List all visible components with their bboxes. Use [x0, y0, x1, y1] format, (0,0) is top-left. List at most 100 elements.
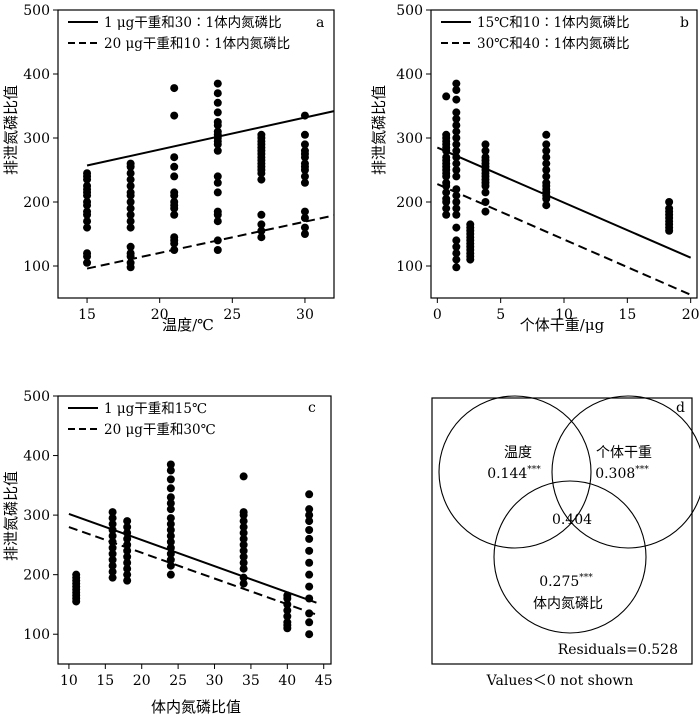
data-point: [665, 198, 674, 206]
data-point: [123, 576, 132, 585]
data-point: [542, 146, 551, 155]
x-tick-label: 25: [223, 307, 241, 323]
data-point: [300, 146, 309, 155]
data-point: [300, 159, 309, 168]
data-point: [108, 508, 117, 517]
data-point: [213, 188, 222, 197]
y-tick-label: 500: [23, 389, 50, 405]
data-point: [452, 121, 461, 130]
data-point: [452, 242, 461, 251]
data-point: [166, 484, 175, 493]
data-point: [300, 230, 309, 238]
data-point: [452, 140, 461, 149]
data-point: [166, 531, 175, 540]
data-point: [213, 207, 222, 216]
data-point: [257, 175, 266, 184]
x-tick-label: 10: [555, 307, 573, 323]
data-point: [542, 130, 551, 139]
data-point: [305, 526, 314, 534]
data-point: [108, 561, 117, 570]
data-point: [213, 172, 222, 181]
data-point: [166, 466, 175, 475]
data-point: [300, 214, 309, 222]
data-point: [170, 111, 179, 120]
legend-entry: 15℃和10∶1体内氮磷比: [477, 15, 630, 31]
data-point: [108, 549, 117, 558]
data-point: [170, 233, 179, 242]
x-tick-label: 30: [296, 307, 314, 323]
venn-value-temperature: 0.144***: [487, 465, 541, 482]
panel-letter-b: b: [680, 15, 689, 31]
data-point: [305, 517, 314, 526]
data-point: [257, 226, 266, 235]
data-point: [126, 242, 135, 251]
data-point: [239, 540, 248, 549]
data-point: [305, 630, 314, 639]
data-point: [305, 505, 314, 514]
data-point: [452, 263, 461, 272]
plot-frame: [57, 9, 335, 299]
data-point: [466, 220, 475, 229]
data-point: [239, 564, 248, 573]
legend-entry: 1 μg干重和30∶1体内氮磷比: [104, 15, 282, 31]
x-tick-label: 5: [496, 307, 505, 323]
data-point: [166, 526, 175, 534]
data-point: [213, 246, 222, 254]
data-point: [305, 511, 314, 520]
data-point: [542, 201, 551, 210]
panel-letter-c: c: [308, 400, 316, 416]
plot-frame: [57, 395, 332, 665]
x-tick-label: 15: [618, 307, 636, 323]
y-tick-label: 200: [396, 195, 423, 211]
venn-label-dry-weight: 个体干重: [596, 445, 652, 461]
data-point: [123, 523, 132, 532]
data-point: [126, 204, 135, 213]
data-point: [166, 514, 175, 523]
data-point: [300, 140, 309, 149]
data-point: [257, 210, 266, 219]
data-point: [452, 223, 461, 232]
data-point: [305, 582, 314, 591]
regression-line-solid: [68, 512, 317, 604]
x-tick-label: 30: [206, 673, 224, 689]
data-point: [170, 162, 179, 171]
x-tick-label: 10: [60, 673, 78, 689]
panel-letter-d: d: [676, 400, 685, 416]
data-point: [452, 249, 461, 258]
y-tick-label: 300: [23, 508, 50, 524]
data-point: [283, 606, 292, 615]
regression-line-dashed: [68, 526, 317, 616]
data-point: [305, 558, 314, 567]
x-tick-label: 20: [682, 307, 700, 323]
data-point: [452, 146, 461, 155]
data-point: [83, 249, 92, 258]
data-point: [239, 579, 248, 588]
data-point: [126, 175, 135, 184]
panel-letter-a: a: [316, 15, 324, 31]
data-point: [239, 534, 248, 543]
y-tick-label: 400: [23, 449, 50, 465]
data-point: [166, 499, 175, 508]
data-point: [83, 182, 92, 190]
data-point: [213, 118, 222, 126]
data-point: [126, 249, 135, 258]
data-point: [542, 140, 551, 149]
data-point: [126, 217, 135, 226]
data-point: [442, 92, 451, 101]
panel-c-scatter-chart: 排泄氮磷比值 体内氮磷比值 c 10 15 20 25 30 35 40 45 100 200 30…: [2, 389, 333, 716]
data-point: [108, 520, 117, 529]
y-tick-label: 300: [396, 131, 423, 147]
data-point: [123, 552, 132, 561]
x-tick-label: 25: [169, 673, 187, 689]
y-axis-title: 排泄氮磷比值: [370, 85, 388, 175]
x-tick-label: 45: [315, 673, 333, 689]
data-point: [452, 127, 461, 136]
data-point: [239, 528, 248, 537]
data-point: [123, 564, 132, 573]
y-tick-label: 500: [23, 3, 50, 19]
data-point: [170, 210, 179, 219]
data-point: [305, 546, 314, 555]
data-point: [108, 567, 117, 576]
data-point: [166, 493, 175, 502]
data-point: [108, 555, 117, 564]
